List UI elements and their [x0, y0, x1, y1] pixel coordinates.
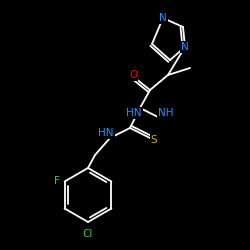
Text: N: N: [159, 13, 167, 23]
Text: F: F: [54, 176, 60, 186]
Text: HN: HN: [98, 128, 114, 138]
Text: O: O: [129, 70, 137, 80]
Text: HN: HN: [126, 108, 142, 118]
Text: N: N: [181, 42, 189, 52]
Text: S: S: [151, 135, 157, 145]
Text: Cl: Cl: [83, 229, 93, 239]
Text: NH: NH: [158, 108, 174, 118]
